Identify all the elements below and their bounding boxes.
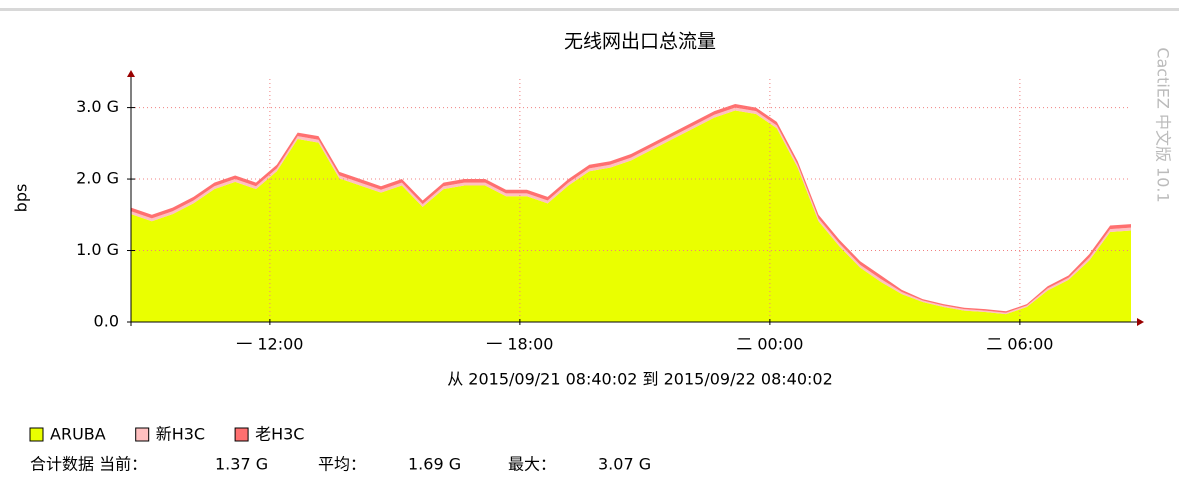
top-border xyxy=(0,8,1179,11)
summary-max-label: 最大： xyxy=(508,455,556,474)
x-tick-label: 一 12:00 xyxy=(236,335,303,354)
summary-max: 3.07 G xyxy=(598,455,651,474)
y-axis-arrow xyxy=(127,70,135,77)
summary-current: 1.37 G xyxy=(215,455,268,474)
legend-label: 新H3C xyxy=(156,425,205,444)
y-tick-label: 2.0 G xyxy=(76,169,119,188)
summary: 合计数据 当前： 1.37 G 平均： 1.69 G 最大： 3.07 G xyxy=(30,455,651,474)
y-tick-label: 1.0 G xyxy=(76,240,119,259)
y-axis-label: bps xyxy=(12,184,31,213)
legend-swatch xyxy=(135,427,150,442)
x-tick-label: 二 00:00 xyxy=(736,335,803,354)
x-axis-arrow xyxy=(1137,318,1144,326)
summary-label: 合计数据 当前： xyxy=(30,455,147,474)
legend-label: ARUBA xyxy=(50,425,106,444)
chart-title: 无线网出口总流量 xyxy=(564,31,716,53)
area xyxy=(131,110,1131,323)
legend-swatch xyxy=(29,427,44,442)
x-axis-label: 从 2015/09/21 08:40:02 到 2015/09/22 08:40… xyxy=(447,370,833,389)
y-tick-label: 0.0 xyxy=(94,312,119,331)
x-tick-label: 一 18:00 xyxy=(486,335,553,354)
x-tick-label: 二 06:00 xyxy=(986,335,1053,354)
y-tick-label: 3.0 G xyxy=(76,97,119,116)
watermark: CactiEZ 中文版 10.1 xyxy=(1154,47,1173,202)
legend-swatch xyxy=(234,427,249,442)
summary-average: 1.69 G xyxy=(408,455,461,474)
summary-average-label: 平均： xyxy=(318,455,366,474)
legend-label: 老H3C xyxy=(255,425,304,444)
